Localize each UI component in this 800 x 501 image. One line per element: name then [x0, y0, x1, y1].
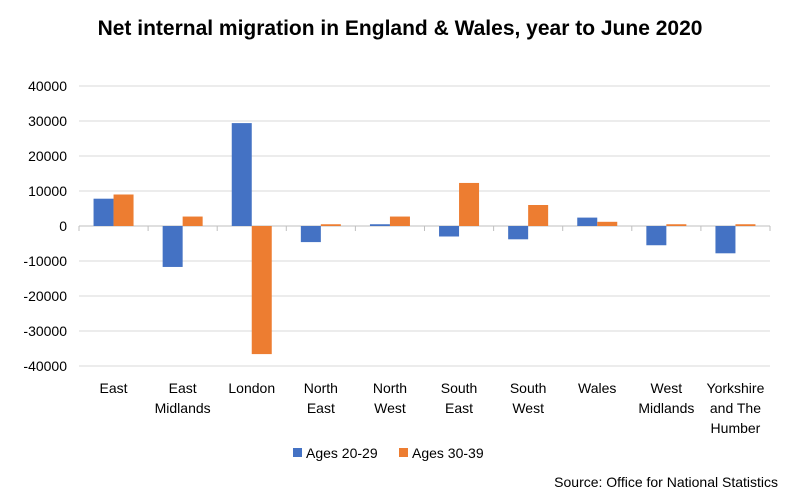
- bar-ages-30-39: [320, 224, 341, 226]
- legend-label: Ages 30-39: [412, 445, 484, 461]
- x-tick-label: West: [374, 400, 406, 416]
- y-tick-label: -30000: [23, 323, 67, 339]
- bar-ages-20-29: [508, 226, 529, 240]
- bar-ages-30-39: [666, 224, 687, 226]
- x-tick-label: and The: [710, 400, 761, 416]
- bar-ages-20-29: [439, 226, 460, 237]
- y-tick-label: 10000: [28, 183, 67, 199]
- x-tick-label: North: [304, 380, 338, 396]
- y-tick-label: 20000: [28, 148, 67, 164]
- y-tick-label: 0: [59, 218, 67, 234]
- x-tick-label: East: [445, 400, 473, 416]
- x-tick-label: West: [651, 380, 683, 396]
- bar-ages-30-39: [597, 221, 618, 226]
- legend-label: Ages 20-29: [306, 445, 378, 461]
- bar-ages-30-39: [251, 226, 272, 355]
- source-note: Source: Office for National Statistics: [554, 474, 778, 490]
- bar-ages-30-39: [528, 205, 549, 226]
- bar-ages-20-29: [646, 226, 667, 246]
- x-tick-label: Wales: [578, 380, 616, 396]
- bar-ages-20-29: [93, 198, 114, 226]
- x-tick-label: Humber: [711, 420, 761, 436]
- x-tick-label: East: [307, 400, 335, 416]
- x-tick-label: West: [512, 400, 544, 416]
- chart-title: Net internal migration in England & Wale…: [97, 17, 703, 40]
- x-tick-label: East: [169, 380, 197, 396]
- bar-ages-30-39: [459, 182, 480, 226]
- bar-ages-20-29: [231, 123, 252, 226]
- legend-swatch: [293, 448, 302, 457]
- bar-ages-30-39: [389, 216, 410, 226]
- bar-ages-30-39: [735, 224, 756, 226]
- y-tick-label: -40000: [23, 358, 67, 374]
- y-tick-label: -10000: [23, 253, 67, 269]
- bar-ages-20-29: [300, 226, 321, 243]
- bar-ages-20-29: [369, 224, 390, 226]
- bar-ages-20-29: [162, 226, 183, 267]
- x-tick-label: South: [441, 380, 478, 396]
- x-tick-label: South: [510, 380, 547, 396]
- bar-ages-30-39: [182, 216, 203, 226]
- y-tick-label: -20000: [23, 288, 67, 304]
- y-tick-label: 30000: [28, 113, 67, 129]
- x-tick-label: East: [100, 380, 128, 396]
- x-tick-label: Yorkshire: [707, 380, 765, 396]
- x-tick-label: London: [228, 380, 275, 396]
- bar-ages-20-29: [577, 217, 598, 226]
- x-tick-label: North: [373, 380, 407, 396]
- x-tick-label: Midlands: [638, 400, 694, 416]
- legend-swatch: [399, 448, 408, 457]
- y-tick-label: 40000: [28, 78, 67, 94]
- bar-ages-20-29: [715, 226, 736, 254]
- bar-ages-30-39: [113, 194, 134, 226]
- x-tick-label: Midlands: [155, 400, 211, 416]
